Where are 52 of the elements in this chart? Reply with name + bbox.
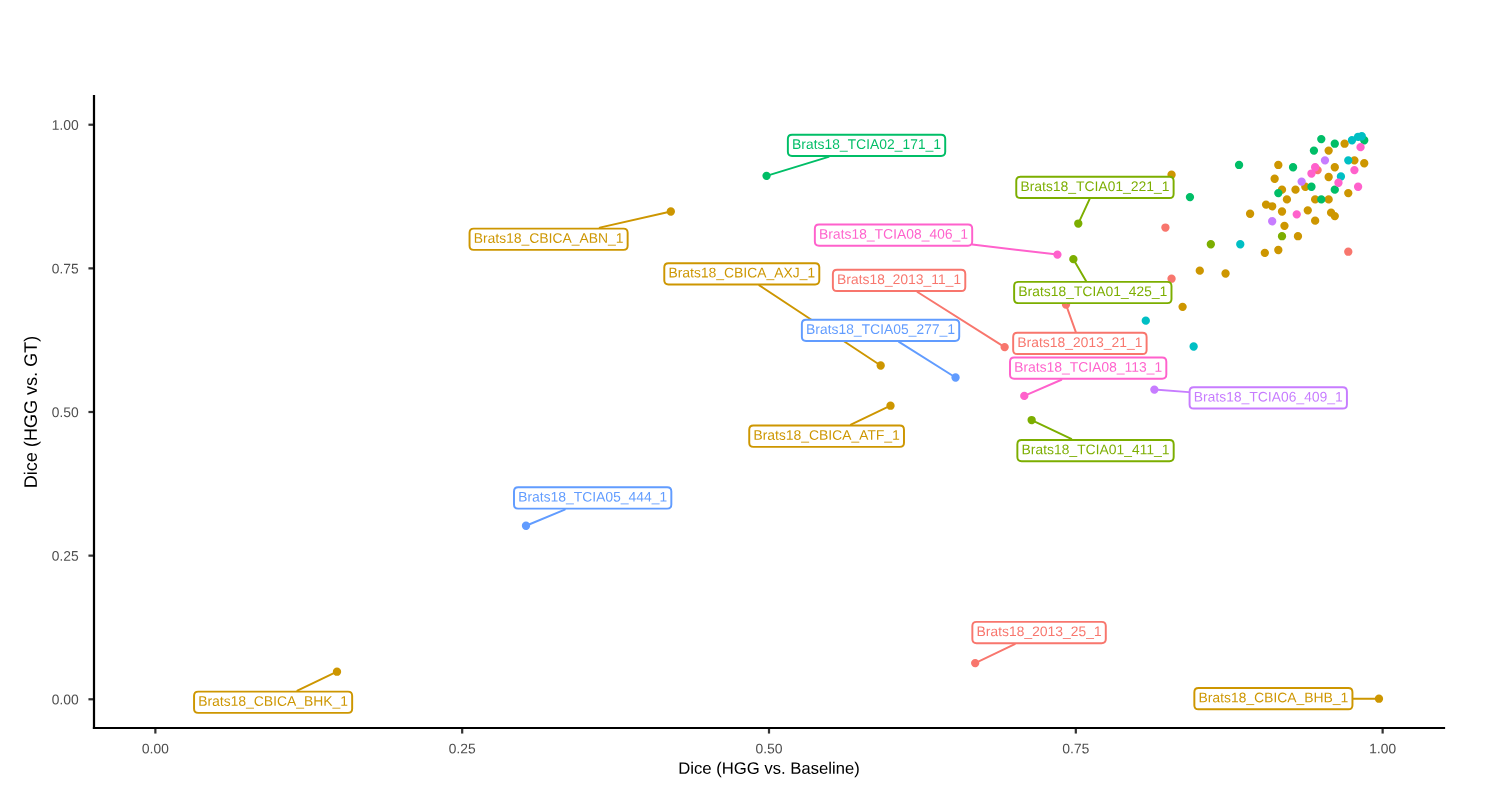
point xyxy=(1344,247,1353,256)
point xyxy=(1330,163,1339,172)
point xyxy=(1189,342,1198,351)
point xyxy=(1303,206,1312,215)
point xyxy=(1260,248,1269,258)
point xyxy=(1330,185,1339,194)
point xyxy=(1297,177,1306,186)
point xyxy=(1334,178,1343,187)
point xyxy=(1185,192,1195,202)
point xyxy=(1324,195,1333,204)
point xyxy=(1206,240,1215,249)
point xyxy=(1292,210,1301,219)
point xyxy=(1280,221,1289,231)
point xyxy=(1178,302,1187,312)
point xyxy=(1234,160,1244,170)
point xyxy=(1293,232,1303,241)
point xyxy=(1309,146,1319,155)
point xyxy=(1360,159,1369,168)
point xyxy=(1274,245,1283,255)
point xyxy=(1310,216,1320,225)
point xyxy=(1320,156,1330,165)
point xyxy=(1324,172,1333,182)
point xyxy=(1324,146,1333,155)
point xyxy=(1268,202,1277,211)
point xyxy=(1317,195,1326,204)
point xyxy=(1307,169,1316,178)
point xyxy=(1141,316,1150,325)
x-axis-title: Dice (HGG vs. Baseline) xyxy=(679,761,859,778)
point xyxy=(1221,269,1230,278)
point xyxy=(1288,163,1298,172)
point xyxy=(1270,174,1279,183)
point xyxy=(1277,207,1287,216)
point xyxy=(1353,182,1363,191)
point xyxy=(1344,188,1353,198)
point xyxy=(1340,139,1349,148)
point xyxy=(1277,232,1287,241)
point xyxy=(1307,182,1316,191)
point xyxy=(1344,156,1353,165)
y-axis-title: Dice (HGG vs. GT) xyxy=(23,336,41,487)
point xyxy=(1161,223,1170,232)
point xyxy=(1330,139,1339,148)
point xyxy=(1356,142,1365,152)
point xyxy=(1317,134,1326,144)
point xyxy=(1350,165,1359,175)
point xyxy=(1291,185,1300,194)
point xyxy=(1282,195,1292,204)
point xyxy=(1236,240,1245,249)
point xyxy=(1274,160,1283,170)
point xyxy=(1195,266,1204,275)
point xyxy=(1268,217,1277,226)
point xyxy=(1167,274,1176,283)
point xyxy=(1245,209,1255,218)
